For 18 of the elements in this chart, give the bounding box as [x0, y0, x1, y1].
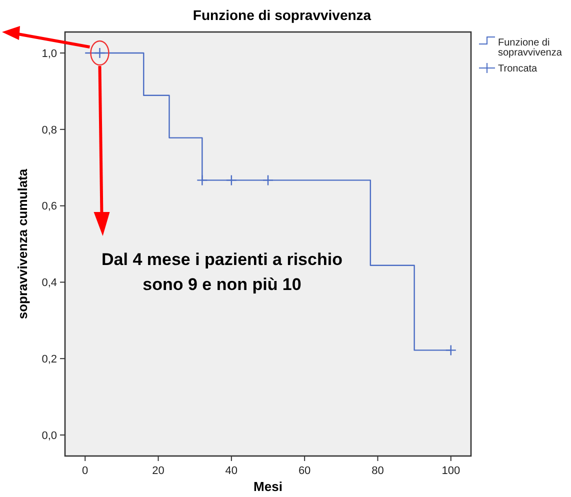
y-tick-label: 0,2	[42, 353, 57, 366]
y-tick-label: 0,6	[42, 200, 57, 213]
y-tick-label: 0,8	[42, 124, 57, 136]
y-tick-label: 0,4	[42, 277, 57, 290]
x-tick-label: 20	[152, 465, 164, 477]
y-axis-title: sopravvivenza cumulata	[15, 168, 30, 320]
legend-label: Troncata	[498, 64, 538, 74]
chart-title: Funzione di sopravvivenza	[192, 7, 372, 23]
x-tick-label: 80	[372, 465, 384, 477]
y-tick-label: 1,0	[42, 48, 57, 60]
annotation: Dal 4 mese i pazienti a rischio sono 9 e non più 10	[102, 250, 342, 294]
x-tick-label: 60	[298, 465, 311, 477]
x-tick-label: 40	[225, 465, 238, 477]
x-axis-title: Mesi	[254, 479, 282, 494]
x-tick-label: 0	[82, 465, 88, 477]
legend-label: Funzione di sopravvivenza	[498, 38, 562, 58]
x-tick-label: 100	[442, 465, 460, 477]
y-tick-label: 0,0	[42, 430, 57, 442]
